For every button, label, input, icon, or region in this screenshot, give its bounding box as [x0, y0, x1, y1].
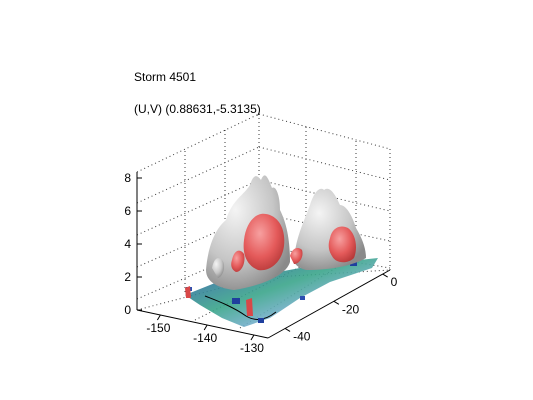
x-tick-mark — [203, 324, 208, 331]
axes — [136, 172, 391, 339]
x-axis-line — [136, 309, 269, 339]
x-tick-mark — [156, 314, 161, 321]
z-tick-label: 6 — [124, 204, 131, 218]
z-tick-label: 4 — [124, 237, 131, 251]
y-tick-label: -20 — [342, 302, 360, 316]
y-tick-mark — [333, 300, 340, 305]
y-tick-label: 0 — [391, 275, 398, 289]
x-tick-mark — [250, 334, 255, 341]
x-tick-label: -130 — [240, 341, 264, 355]
y-tick-mark — [382, 273, 388, 278]
y-axis-line — [267, 269, 391, 339]
z-tick-label: 0 — [124, 303, 131, 317]
x-tick-label: -150 — [146, 321, 170, 335]
y-tick-label: -40 — [293, 329, 311, 343]
inner-isosurface — [185, 213, 356, 316]
chart-subtitle: (U,V) (0.88631,-5.3135) — [134, 102, 261, 116]
x-tick-label: -140 — [193, 331, 217, 345]
chart-title: Storm 4501 — [134, 70, 197, 84]
tick-marks — [137, 177, 388, 341]
z-tick-label: 8 — [124, 171, 131, 185]
z-tick-label: 2 — [124, 270, 131, 284]
y-tick-mark — [284, 328, 291, 332]
